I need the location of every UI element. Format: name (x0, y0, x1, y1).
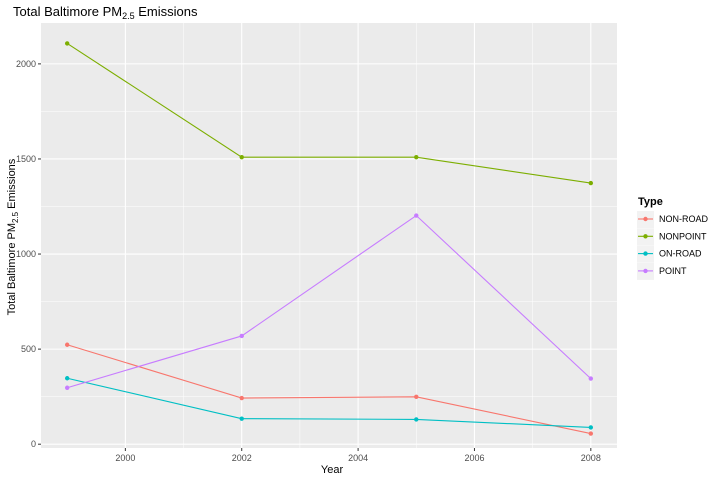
legend-point-on-road (643, 251, 648, 256)
series-point (64, 213, 594, 390)
data-point-point (239, 333, 244, 339)
chart-title: Total Baltimore PM2.5 Emissions (13, 4, 198, 21)
series-nonpoint (64, 41, 594, 186)
x-tick-label: 2004 (348, 453, 368, 463)
series-line-nonpoint (66, 42, 591, 184)
x-tick-label: 2002 (232, 453, 252, 463)
y-axis: 0 500 1000 1500 2000 (16, 59, 41, 449)
data-point-on-road (414, 417, 419, 422)
data-point-nonpoint (64, 41, 70, 46)
data-point-point (64, 385, 70, 390)
legend-label-nonpoint: NONPOINT (659, 231, 707, 241)
data-point-nonpoint (588, 180, 594, 186)
data-point-on-road (239, 416, 244, 421)
data-point-point (414, 213, 419, 218)
y-tick-label: 1500 (16, 154, 36, 164)
series-non-road (64, 342, 594, 436)
series-on-road (64, 376, 594, 430)
data-point-nonpoint (239, 154, 244, 160)
series-line-on-road (67, 377, 591, 428)
legend-item-non-road: NON-ROAD (637, 211, 708, 228)
legend-item-point: POINT (637, 262, 687, 280)
data-point-non-road (588, 431, 594, 436)
x-tick-label: 2006 (464, 453, 484, 463)
plot-panel (41, 23, 617, 448)
legend-item-nonpoint: NONPOINT (637, 228, 707, 246)
legend-point-nonpoint (643, 234, 648, 239)
data-point-on-road (588, 425, 594, 430)
legend: Type NON-ROAD NONPOINT ON-ROAD POINT (637, 196, 708, 280)
legend-point-point (643, 268, 648, 274)
data-point-non-road (64, 342, 70, 347)
series-line-non-road (67, 344, 591, 435)
legend-title: Type (638, 196, 663, 208)
y-tick-label: 0 (31, 439, 36, 449)
data-point-point (588, 376, 594, 381)
x-tick-label: 2008 (581, 453, 601, 463)
legend-label-point: POINT (659, 266, 687, 276)
data-point-on-road (64, 376, 70, 381)
x-axis-title: Year (321, 464, 344, 476)
legend-point-non-road (643, 216, 648, 222)
legend-label-on-road: ON-ROAD (659, 249, 702, 259)
y-tick-label: 2000 (16, 59, 36, 69)
x-axis: 2000 2002 2004 2006 2008 (115, 448, 601, 463)
legend-label-non-road: NON-ROAD (659, 214, 708, 224)
y-tick-label: 1000 (16, 249, 36, 259)
data-point-non-road (239, 395, 244, 401)
x-tick-label: 2000 (115, 453, 135, 463)
y-axis-title: Total Baltimore PM2.5 Emissions (6, 158, 20, 315)
data-point-non-road (414, 394, 419, 400)
data-point-nonpoint (414, 154, 419, 160)
y-tick-label: 500 (21, 344, 36, 354)
series-line-point (67, 214, 592, 389)
minor-gridlines (41, 23, 617, 448)
series-layer (64, 41, 594, 436)
legend-item-on-road: ON-ROAD (637, 245, 702, 263)
